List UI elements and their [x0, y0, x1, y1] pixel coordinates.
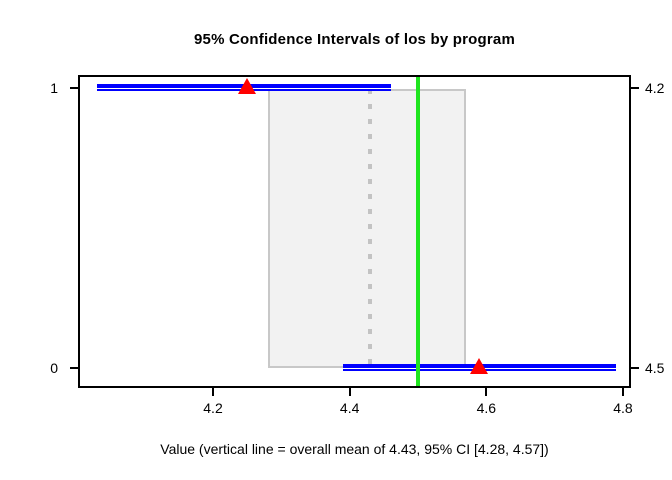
y-tick-label: 1 [50, 80, 58, 96]
y-axis-tick [70, 87, 78, 89]
x-axis-label: Value (vertical line = overall mean of 4… [160, 441, 549, 457]
x-axis-tick [485, 388, 488, 396]
right-tick-label: 4.2 [645, 80, 665, 96]
right-axis-tick [631, 367, 639, 369]
x-tick-label: 4.4 [339, 400, 360, 416]
chart-title: 95% Confidence Intervals of los by progr… [194, 31, 515, 48]
x-axis-tick [348, 388, 351, 396]
right-axis-tick [631, 87, 639, 89]
right-tick-label: 4.5 [645, 360, 665, 376]
plot-box-border [78, 75, 631, 388]
mean-triangle-marker [238, 78, 257, 94]
mean-triangle-marker [470, 358, 489, 374]
overall-mean-dashed-line [368, 89, 373, 368]
x-axis-tick [621, 388, 624, 396]
x-tick-label: 4.6 [476, 400, 497, 416]
x-tick-label: 4.2 [203, 400, 223, 416]
reference-line [415, 76, 420, 387]
x-tick-label: 4.8 [613, 400, 633, 416]
y-tick-label: 0 [50, 360, 58, 376]
x-axis-tick [212, 388, 214, 396]
y-axis-tick [70, 367, 78, 369]
overall-ci-band [267, 89, 466, 368]
